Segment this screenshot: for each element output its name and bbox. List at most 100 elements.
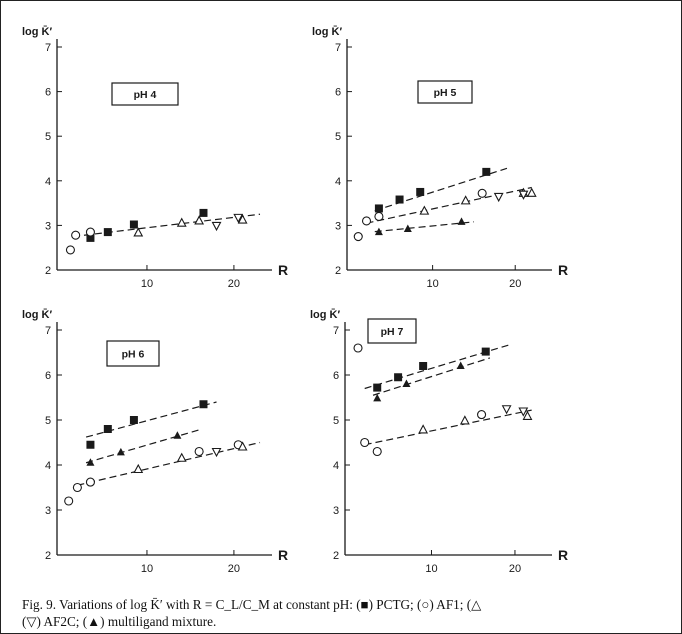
y-tick-label: 2	[335, 265, 341, 277]
data-point-triangle-up	[133, 227, 144, 237]
data-point-circle	[353, 343, 363, 353]
x-tick-label: 10	[425, 563, 437, 575]
fit-line	[372, 357, 491, 396]
ph-label: pH 5	[434, 87, 457, 99]
plot-panel: 2 3 4 5 6 7 10 20 log K̄′ RpH 4	[22, 26, 288, 290]
x-tick-label: 10	[141, 278, 153, 290]
ph-label: pH 6	[122, 349, 145, 361]
data-point-triangle-down	[501, 405, 512, 415]
data-point-circle	[64, 496, 74, 506]
data-point-circle	[85, 227, 95, 237]
data-point-square	[199, 208, 208, 217]
ph-label-box	[106, 340, 160, 367]
y-tick-label: 3	[45, 220, 51, 232]
data-point-triangle-down	[518, 407, 529, 417]
data-point-triangle-up	[237, 441, 248, 451]
data-point-circle	[361, 216, 372, 226]
y-tick-label: 5	[333, 415, 339, 427]
data-point-square	[374, 204, 383, 213]
y-tick-label: 6	[45, 370, 51, 382]
data-point-circle	[72, 482, 82, 493]
data-point-square	[482, 167, 491, 176]
fit-line	[85, 429, 200, 464]
y-tick-label: 4	[333, 460, 339, 472]
data-point-triangle-up	[526, 187, 537, 197]
y-tick-label: 5	[45, 415, 51, 427]
y-tick-label: 7	[333, 325, 339, 337]
y-tick-label: 2	[333, 550, 339, 562]
data-point-square	[373, 383, 382, 392]
figure-caption-line-1: Fig. 9. Variations of log K̄′ with R = C…	[22, 597, 482, 612]
y-tick-label: 3	[335, 220, 341, 232]
y-axis-label: log K̄′	[312, 26, 342, 38]
y-axis-label: log K̄′	[310, 309, 340, 321]
y-tick-label: 6	[335, 87, 341, 99]
data-point-circle	[477, 410, 487, 420]
data-point-filled-triangle	[402, 379, 411, 387]
data-point-filled-triangle	[173, 431, 182, 439]
fit-line	[72, 213, 261, 238]
y-tick-label: 4	[45, 460, 51, 472]
x-tick-label: 20	[228, 278, 240, 290]
data-point-square	[103, 228, 112, 237]
data-point-triangle-up	[459, 415, 470, 425]
y-tick-label: 3	[333, 505, 339, 517]
fit-line	[77, 441, 261, 486]
x-axis-label: R	[558, 262, 568, 278]
y-tick-label: 4	[45, 176, 51, 188]
plot-panel: 2 3 4 5 6 7 10 20 log K̄′ RpH 7	[310, 309, 568, 575]
fit-line	[364, 409, 532, 446]
data-point-circle	[85, 477, 95, 487]
data-point-triangle-up	[176, 452, 187, 462]
y-tick-label: 5	[45, 131, 51, 143]
data-point-triangle-down	[518, 190, 529, 200]
x-tick-label: 20	[509, 563, 521, 575]
data-point-square	[416, 187, 425, 196]
data-point-filled-triangle	[373, 393, 382, 402]
y-tick-label: 2	[45, 265, 51, 277]
data-point-triangle-down	[233, 213, 244, 224]
data-point-triangle-down	[211, 447, 222, 458]
data-point-circle	[374, 211, 384, 222]
data-point-triangle-up	[460, 195, 471, 205]
data-point-square	[129, 220, 138, 229]
fit-line	[374, 221, 474, 233]
y-tick-label: 7	[45, 42, 51, 54]
x-tick-label: 10	[426, 278, 438, 290]
y-tick-label: 3	[45, 505, 51, 517]
data-point-filled-triangle	[403, 224, 412, 232]
data-point-triangle-up	[176, 217, 187, 227]
x-tick-label: 20	[509, 278, 521, 290]
data-point-triangle-up	[522, 410, 533, 420]
y-tick-label: 7	[45, 325, 51, 337]
ph-label-box	[367, 318, 417, 344]
y-tick-label: 2	[45, 550, 51, 562]
data-point-square	[103, 425, 112, 433]
x-axis-label: R	[558, 547, 568, 563]
data-point-triangle-down	[493, 192, 504, 203]
data-point-triangle-up	[418, 424, 429, 434]
y-tick-label: 4	[335, 176, 341, 188]
data-point-triangle-up	[419, 205, 430, 215]
data-point-triangle-up	[133, 463, 144, 474]
data-point-triangle-down	[211, 221, 222, 232]
x-tick-label: 10	[141, 563, 153, 575]
ph-label: pH 4	[134, 89, 157, 101]
data-point-circle	[477, 188, 487, 198]
x-tick-label: 20	[228, 563, 240, 575]
y-tick-label: 6	[333, 370, 339, 382]
ph-label: pH 7	[381, 326, 404, 338]
data-point-triangle-up	[237, 214, 248, 224]
data-point-circle	[65, 245, 75, 255]
data-point-filled-triangle	[86, 458, 95, 466]
y-axis-label: log K̄′	[22, 26, 52, 38]
fit-line	[366, 186, 532, 224]
data-point-square	[199, 400, 208, 409]
data-point-square	[395, 195, 404, 204]
plot-panel: 2 3 4 5 6 7 10 20 log K̄′ RpH 5	[312, 26, 568, 290]
data-point-triangle-up	[194, 215, 205, 225]
x-axis-label: R	[278, 262, 288, 278]
y-tick-label: 7	[335, 42, 341, 54]
